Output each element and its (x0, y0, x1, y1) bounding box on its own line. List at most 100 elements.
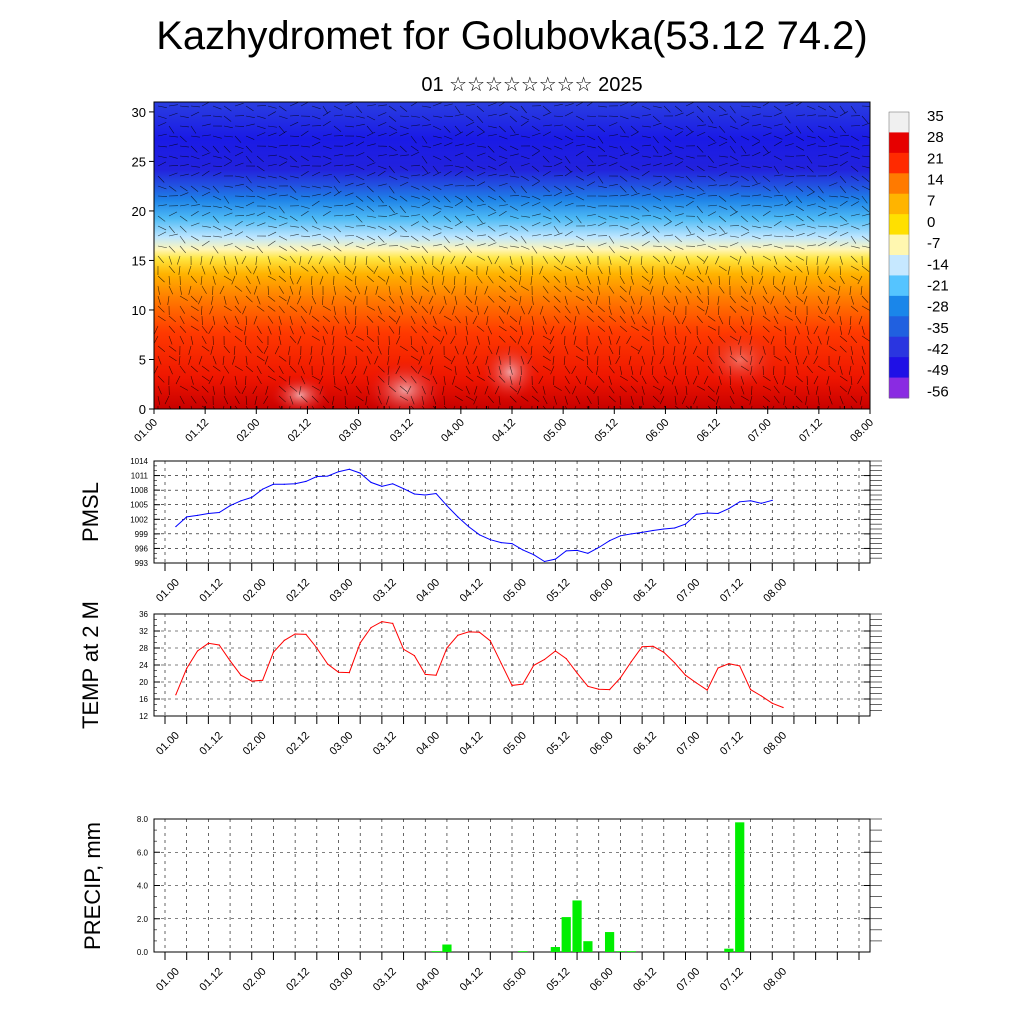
wind-barb (465, 175, 474, 181)
wind-barb (784, 305, 792, 313)
temp-line-point (402, 648, 405, 650)
colorbar-label: -14 (927, 256, 949, 273)
wind-barb (331, 345, 335, 355)
wind-barb (267, 145, 277, 148)
wind-barb (641, 155, 651, 158)
wind-barb (575, 395, 581, 405)
wind-barb (839, 223, 849, 227)
wind-barb (498, 295, 507, 302)
y-tick-label: 993 (135, 559, 149, 568)
pmsl-line-point (468, 525, 470, 528)
wind-barb (793, 335, 797, 345)
wind-barb (850, 395, 858, 403)
wind-barb (718, 285, 725, 294)
wind-barb (795, 255, 805, 261)
wind-barb (817, 241, 827, 247)
wind-barb (630, 131, 640, 137)
wind-barb (849, 315, 852, 325)
wind-barb (628, 355, 632, 365)
wind-barb (399, 175, 409, 179)
wind-barb (354, 255, 357, 265)
wind-barb (377, 165, 387, 170)
wind-barb (586, 315, 595, 322)
wind-barb (344, 142, 354, 147)
wind-barb (727, 265, 731, 275)
wind-barb (531, 315, 535, 325)
wind-barb (289, 335, 297, 344)
y-tick-label: 24 (139, 661, 148, 670)
wind-barb (212, 165, 222, 167)
wind-barb (388, 145, 397, 152)
wind-barb (311, 405, 315, 409)
wind-barb (201, 395, 208, 404)
x-tick-label: 06.12 (631, 577, 659, 605)
wind-barb (652, 255, 661, 262)
wind-barb (836, 305, 841, 315)
wind-barb (663, 275, 669, 285)
wind-barb (300, 265, 309, 272)
wind-barb (641, 395, 644, 405)
wind-barb (498, 204, 508, 207)
wind-barb (619, 395, 622, 405)
wind-barb (344, 265, 352, 273)
wind-barb (575, 175, 585, 181)
wind-barb (564, 215, 573, 222)
wind-barb (839, 255, 843, 265)
wind-barb (553, 395, 557, 405)
wind-barb (428, 295, 434, 305)
wind-barb (190, 135, 200, 138)
wind-barb (729, 395, 735, 404)
wind-barb (531, 115, 541, 120)
wind-barb (816, 405, 819, 409)
wind-barb (773, 165, 780, 174)
colorbar-swatch (889, 214, 909, 236)
wind-barb (564, 315, 572, 323)
wind-barb (784, 125, 792, 133)
wind-barb (751, 405, 753, 409)
wind-barb (531, 175, 540, 182)
wind-barb (177, 255, 181, 265)
wind-barb (220, 375, 225, 385)
wind-barb (762, 315, 771, 322)
wind-barb (861, 155, 870, 158)
wind-barb (729, 385, 735, 395)
wind-barb (388, 125, 398, 131)
wind-barb (861, 144, 870, 147)
wind-barb (157, 195, 168, 197)
y-tick-label: 996 (135, 544, 149, 553)
wind-barb (608, 162, 618, 167)
wind-barb (772, 365, 775, 375)
wind-barb (487, 275, 494, 284)
wind-barb (685, 165, 694, 171)
wind-barb (450, 255, 456, 265)
wind-barb (377, 405, 379, 409)
wind-barb (707, 204, 717, 207)
wind-barb (542, 345, 550, 353)
wind-barb (718, 245, 728, 248)
wind-barb (234, 375, 238, 385)
wind-barb (564, 405, 568, 409)
wind-barb (630, 192, 640, 197)
wind-barb (256, 295, 261, 305)
wind-barb (817, 335, 822, 345)
colorbar-label: 14 (927, 172, 944, 189)
wind-barb (168, 143, 178, 147)
wind-barb (652, 195, 661, 201)
wind-barb (245, 145, 253, 153)
wind-barb (388, 285, 391, 295)
wind-barb (263, 395, 269, 404)
colorbar-label: -7 (927, 235, 940, 252)
wind-barb (806, 215, 815, 222)
wind-barb (300, 171, 309, 177)
x-tick-label: 07.12 (718, 577, 746, 605)
temp-line-point (500, 662, 502, 664)
wind-barb (817, 365, 826, 372)
pmsl-line-point (370, 481, 372, 483)
wind-barb (352, 265, 357, 275)
wind-barb (718, 184, 728, 187)
wind-barb (696, 244, 706, 247)
wind-barb (498, 315, 505, 324)
wind-barb (806, 114, 816, 117)
wind-barb (784, 132, 794, 137)
wind-barb (410, 174, 420, 177)
